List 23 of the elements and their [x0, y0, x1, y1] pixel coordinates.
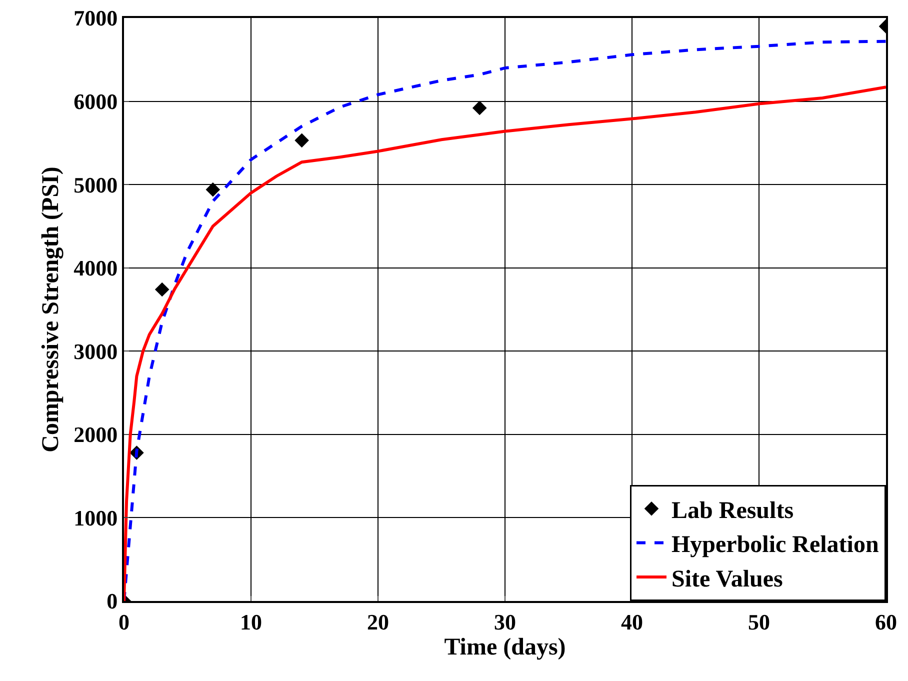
x-tick-label: 10 [240, 609, 262, 634]
y-tick-label: 1000 [74, 505, 118, 530]
point [472, 100, 487, 116]
x-axis-title: Time (days) [444, 634, 566, 660]
y-tick-label: 4000 [74, 256, 118, 281]
point [154, 282, 170, 297]
y-tick-label: 7000 [74, 6, 118, 31]
x-tick-label: 50 [748, 609, 770, 634]
x-tick-label: 40 [621, 609, 643, 634]
legend-label: Hyperbolic Relation [672, 532, 879, 558]
y-tick-label: 3000 [74, 338, 118, 364]
point [294, 133, 309, 148]
y-tick-label: 6000 [74, 88, 118, 114]
x-tick-label: 30 [494, 609, 516, 634]
y-tick-label: 5000 [74, 172, 118, 198]
y-tick-label: 0 [106, 588, 118, 614]
x-tick-label: 60 [875, 609, 897, 634]
legend-label: Lab Results [672, 498, 794, 524]
legend-label: Site Values [672, 566, 783, 592]
y-axis-title: Compressive Strength (PSI) [38, 166, 64, 452]
y-tick-label: 2000 [74, 422, 118, 448]
point [206, 182, 220, 197]
x-tick-label: 20 [367, 609, 389, 634]
